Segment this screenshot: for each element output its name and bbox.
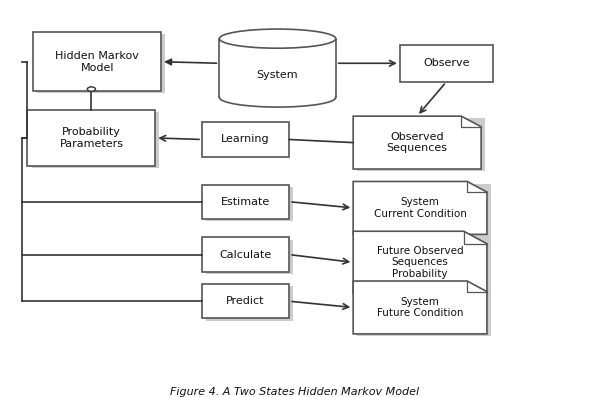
Text: Predict: Predict (227, 296, 265, 306)
Text: Observe: Observe (423, 58, 470, 68)
Text: Calculate: Calculate (219, 250, 271, 260)
Text: System
Current Condition: System Current Condition (373, 197, 467, 219)
Text: Learning: Learning (221, 135, 270, 145)
Text: System
Future Condition: System Future Condition (377, 297, 463, 318)
Polygon shape (357, 118, 485, 171)
Polygon shape (202, 237, 289, 272)
Text: Observed
Sequences: Observed Sequences (386, 132, 448, 153)
Polygon shape (202, 284, 289, 318)
Text: Figure 4. A Two States Hidden Markov Model: Figure 4. A Two States Hidden Markov Mod… (171, 387, 419, 397)
Circle shape (87, 87, 96, 91)
Text: Future Observed
Sequences
Probability: Future Observed Sequences Probability (377, 246, 463, 279)
Polygon shape (399, 44, 493, 82)
Polygon shape (353, 281, 487, 334)
Polygon shape (31, 112, 159, 168)
Polygon shape (357, 283, 491, 336)
Polygon shape (202, 185, 289, 219)
Polygon shape (27, 110, 155, 166)
Polygon shape (206, 240, 293, 274)
Polygon shape (219, 39, 336, 98)
Text: Probability
Parameters: Probability Parameters (60, 127, 123, 149)
Ellipse shape (219, 88, 336, 107)
Text: System: System (257, 70, 299, 80)
Polygon shape (220, 39, 335, 98)
Polygon shape (353, 231, 487, 293)
Ellipse shape (219, 29, 336, 48)
Polygon shape (37, 35, 165, 93)
Text: Hidden Markov
Model: Hidden Markov Model (55, 51, 139, 73)
Polygon shape (353, 181, 487, 234)
Polygon shape (202, 122, 289, 156)
Polygon shape (357, 233, 491, 296)
Polygon shape (357, 184, 491, 237)
Text: Estimate: Estimate (221, 197, 270, 207)
Polygon shape (206, 187, 293, 221)
Polygon shape (33, 32, 161, 91)
Polygon shape (206, 286, 293, 320)
Polygon shape (353, 116, 481, 169)
